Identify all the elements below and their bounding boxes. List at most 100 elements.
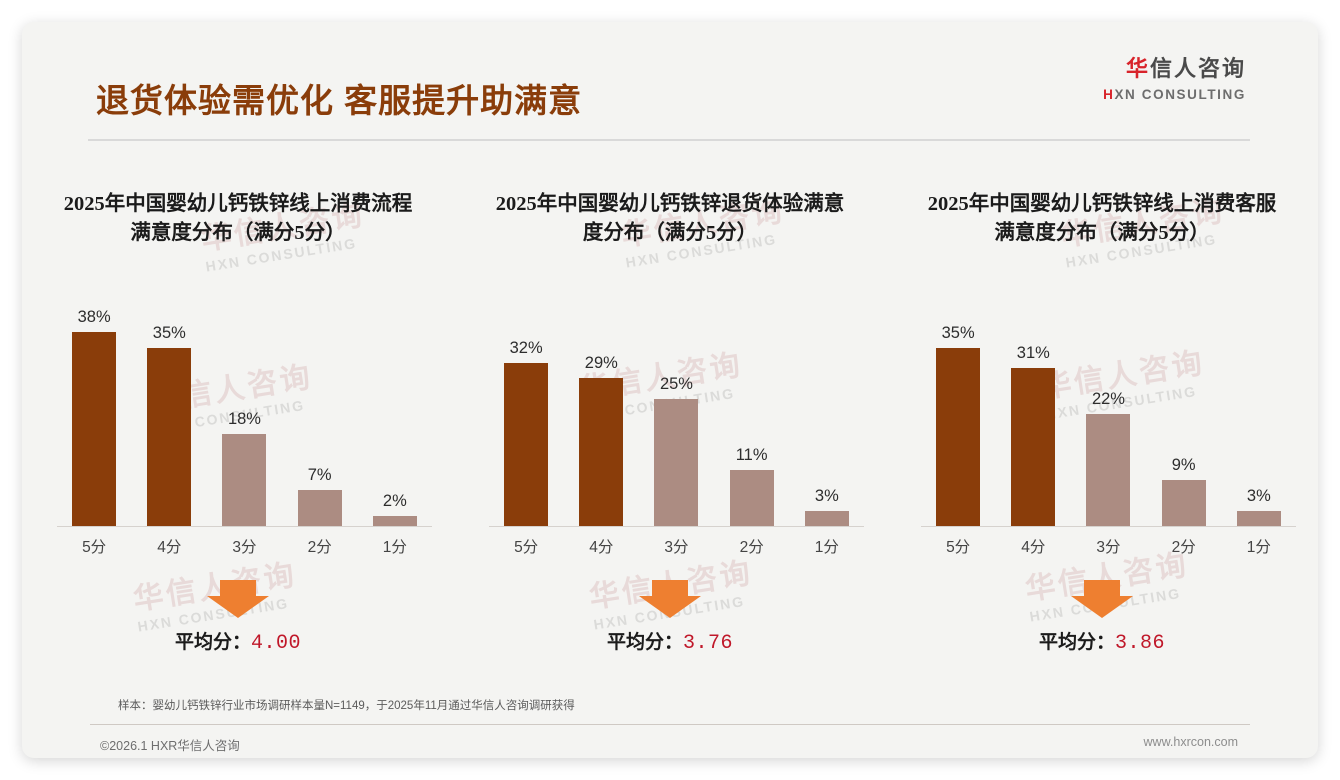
copyright-text: ©2026.1 HXR华信人咨询 bbox=[100, 739, 240, 753]
slide-card: 华信人咨询 HXN CONSULTING 华信人咨询 HXN CONSULTIN… bbox=[22, 22, 1318, 758]
bar-value-label: 35% bbox=[941, 324, 975, 342]
bar-value-label: 22% bbox=[1091, 390, 1125, 408]
x-tick-label: 1分 bbox=[382, 539, 407, 556]
average-score-label: 平均分： bbox=[1038, 632, 1115, 653]
bar[interactable] bbox=[729, 470, 774, 526]
charts-row: 2025年中国婴幼儿钙铁锌线上消费流程满意度分布（满分5分） 38% 35% 1… bbox=[22, 172, 1318, 682]
x-tick-label: 5分 bbox=[514, 539, 539, 556]
average-score-value: 4.00 bbox=[251, 632, 302, 655]
bar[interactable] bbox=[579, 378, 624, 526]
logo-english-text: HXN CONSULTING bbox=[1103, 88, 1246, 102]
bar-chart-plot: 35% 31% 22% 9% bbox=[920, 312, 1297, 556]
chart-panel-3: 2025年中国婴幼儿钙铁锌线上消费客服满意度分布（满分5分） 35% 31% 2… bbox=[886, 172, 1318, 682]
bar[interactable] bbox=[297, 490, 342, 526]
website-url[interactable]: www.hxrcon.com bbox=[1143, 735, 1238, 749]
x-tick-label: 3分 bbox=[232, 539, 257, 556]
bar-value-label: 3% bbox=[1246, 487, 1271, 505]
x-tick-label: 2分 bbox=[1171, 539, 1196, 556]
x-tick-label: 4分 bbox=[157, 539, 182, 556]
bar-value-label: 25% bbox=[659, 375, 693, 393]
bar-slot: 9% bbox=[1146, 312, 1221, 526]
x-tick-label: 2分 bbox=[307, 539, 332, 556]
header-divider bbox=[88, 139, 1250, 141]
bar-value-label: 2% bbox=[382, 492, 407, 510]
x-tick-label: 4分 bbox=[589, 539, 614, 556]
company-logo: 华信人咨询 HXN CONSULTING bbox=[1103, 58, 1246, 102]
bar-chart-plot: 38% 35% 18% 7% bbox=[56, 308, 433, 556]
x-tick-label: 5分 bbox=[82, 539, 107, 556]
average-score: 平均分：3.76 bbox=[454, 627, 886, 655]
bar-value-label: 29% bbox=[584, 354, 618, 372]
x-axis-tick-labels: 5分 4分 3分 2分 1分 bbox=[921, 535, 1297, 557]
chart-title: 2025年中国婴幼儿钙铁锌线上消费客服满意度分布（满分5分） bbox=[927, 193, 1277, 245]
bar[interactable] bbox=[1086, 414, 1131, 526]
bar-slot: 35% bbox=[132, 312, 207, 526]
x-tick-label: 3分 bbox=[664, 539, 689, 556]
x-axis-tick-labels: 5分 4分 3分 2分 1分 bbox=[57, 535, 433, 557]
slide-header: 退货体验需优化 客服提升助满意 华信人咨询 HXN CONSULTING bbox=[22, 22, 1318, 120]
chart-title: 2025年中国婴幼儿钙铁锌退货体验满意度分布（满分5分） bbox=[495, 193, 845, 245]
bar[interactable] bbox=[1161, 480, 1206, 526]
footer-divider bbox=[90, 724, 1250, 725]
bar-slot: 25% bbox=[639, 312, 714, 526]
bar[interactable] bbox=[147, 348, 192, 526]
bar-slot: 31% bbox=[996, 312, 1071, 526]
page-title: 退货体验需优化 客服提升助满意 bbox=[96, 82, 583, 119]
bar-value-label: 35% bbox=[152, 324, 186, 342]
bar-group: 32% 29% 25% 11% bbox=[489, 312, 865, 526]
bar[interactable] bbox=[222, 434, 267, 526]
sample-footnote: 样本：婴幼儿钙铁锌行业市场调研样本量N=1149，于2025年11月通过华信人咨… bbox=[118, 700, 575, 712]
bar[interactable] bbox=[936, 348, 981, 526]
bar-slot: 32% bbox=[489, 312, 564, 526]
x-axis-line bbox=[56, 526, 433, 527]
bar[interactable] bbox=[654, 399, 699, 526]
chart-panel-1: 2025年中国婴幼儿钙铁锌线上消费流程满意度分布（满分5分） 38% 35% 1… bbox=[22, 172, 454, 682]
x-tick-label: 1分 bbox=[814, 539, 839, 556]
bar-chart-plot: 32% 29% 25% 11% bbox=[488, 312, 865, 556]
bar-value-label: 32% bbox=[509, 339, 543, 357]
x-tick-label: 3分 bbox=[1096, 539, 1121, 556]
bar-value-label: 7% bbox=[307, 466, 332, 484]
bar-value-label: 18% bbox=[227, 410, 261, 428]
bar-group: 38% 35% 18% 7% bbox=[57, 308, 433, 526]
bar-slot: 22% bbox=[1071, 312, 1146, 526]
x-axis-tick-labels: 5分 4分 3分 2分 1分 bbox=[489, 535, 865, 557]
x-tick-label: 2分 bbox=[739, 539, 764, 556]
logo-cn-red-char: 华 bbox=[1125, 56, 1150, 81]
bar-value-label: 3% bbox=[814, 487, 839, 505]
average-score-label: 平均分： bbox=[606, 632, 683, 653]
bar-slot: 18% bbox=[207, 312, 282, 526]
bar-value-label: 38% bbox=[77, 308, 111, 326]
chart-panel-2: 2025年中国婴幼儿钙铁锌退货体验满意度分布（满分5分） 32% 29% 25% bbox=[454, 172, 886, 682]
average-score: 平均分：3.86 bbox=[886, 627, 1318, 655]
bar[interactable] bbox=[804, 511, 849, 526]
logo-en-rest: XN CONSULTING bbox=[1114, 87, 1246, 102]
bar[interactable] bbox=[372, 516, 417, 526]
bar-slot: 7% bbox=[282, 312, 357, 526]
bar-slot: 3% bbox=[789, 312, 864, 526]
bar-value-label: 31% bbox=[1016, 344, 1050, 362]
bar-slot: 38% bbox=[57, 308, 132, 526]
bar-group: 35% 31% 22% 9% bbox=[921, 312, 1297, 526]
average-score-label: 平均分： bbox=[174, 632, 251, 653]
bar-slot: 11% bbox=[714, 312, 789, 526]
bar[interactable] bbox=[72, 332, 117, 526]
average-score: 平均分：4.00 bbox=[22, 627, 454, 655]
bar-slot: 2% bbox=[357, 312, 432, 526]
bar-slot: 3% bbox=[1221, 312, 1296, 526]
bar-value-label: 11% bbox=[735, 446, 768, 464]
logo-cn-rest: 信人咨询 bbox=[1149, 56, 1246, 81]
x-tick-label: 5分 bbox=[946, 539, 971, 556]
chart-title: 2025年中国婴幼儿钙铁锌线上消费流程满意度分布（满分5分） bbox=[63, 193, 413, 245]
bar[interactable] bbox=[504, 363, 549, 526]
x-tick-label: 1分 bbox=[1246, 539, 1271, 556]
logo-en-red-char: H bbox=[1103, 87, 1115, 102]
x-axis-line bbox=[920, 526, 1297, 527]
x-tick-label: 4分 bbox=[1021, 539, 1046, 556]
bar-slot: 29% bbox=[564, 312, 639, 526]
average-score-value: 3.86 bbox=[1115, 632, 1166, 655]
bar[interactable] bbox=[1011, 368, 1056, 526]
bar-slot: 35% bbox=[921, 312, 996, 526]
bar-value-label: 9% bbox=[1171, 456, 1196, 474]
bar[interactable] bbox=[1236, 511, 1281, 526]
